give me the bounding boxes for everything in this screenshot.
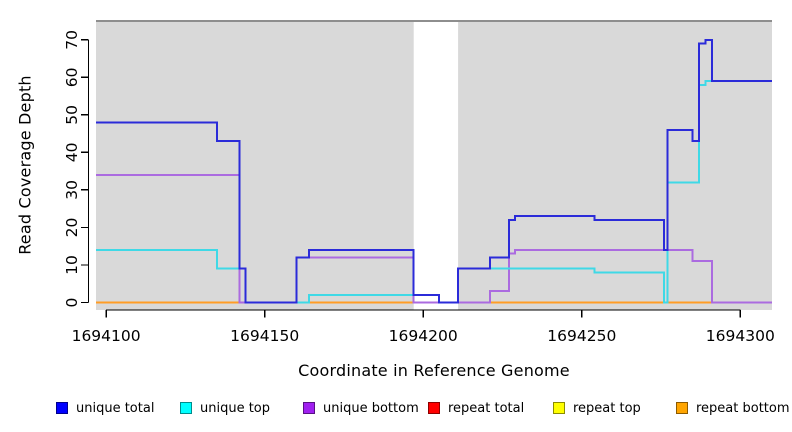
- legend-item-unique-top: unique top: [180, 399, 270, 417]
- x-tick-label: 1694100: [72, 327, 141, 345]
- legend-item-repeat-total: repeat total: [428, 399, 524, 417]
- repeat-bottom-swatch-icon: [676, 402, 688, 414]
- y-tick-label: 40: [63, 143, 81, 163]
- y-tick-label: 30: [63, 180, 81, 200]
- repeat-top-swatch-icon: [553, 402, 565, 414]
- x-tick-label: 1694300: [706, 327, 775, 345]
- legend-label: repeat top: [573, 400, 641, 416]
- legend-label: unique total: [76, 400, 155, 416]
- legend-label: unique bottom: [323, 400, 419, 416]
- y-tick-label: 60: [63, 68, 81, 88]
- series-unique-total: [96, 38, 772, 304]
- unique-total-swatch-icon: [56, 402, 68, 414]
- x-axis-title: Coordinate in Reference Genome: [298, 361, 570, 380]
- y-tick-label: 10: [63, 255, 81, 275]
- legend-label: unique top: [200, 400, 271, 416]
- y-tick-label: 0: [63, 298, 81, 308]
- unique-bottom-swatch-icon: [303, 402, 315, 414]
- masked-region: [413, 22, 459, 310]
- legend-item-repeat-top: repeat top: [553, 399, 641, 417]
- legend-label: repeat total: [448, 400, 525, 416]
- y-tick-label: 70: [63, 30, 81, 50]
- legend-item-repeat-bottom: repeat bottom: [676, 399, 790, 417]
- y-tick-label: 20: [63, 218, 81, 238]
- legend-item-unique-bottom: unique bottom: [303, 399, 419, 417]
- legend-label: repeat bottom: [696, 400, 790, 416]
- legend: unique total unique top unique bottom re…: [0, 399, 792, 419]
- x-tick-label: 1694250: [547, 327, 616, 345]
- x-tick-label: 1694150: [230, 327, 299, 345]
- x-tick-label: 1694200: [389, 327, 458, 345]
- y-tick-label: 50: [63, 105, 81, 125]
- repeat-total-swatch-icon: [428, 402, 440, 414]
- unique-top-swatch-icon: [180, 402, 192, 414]
- y-axis-title: Read Coverage Depth: [15, 75, 35, 255]
- legend-item-unique-total: unique total: [56, 399, 154, 417]
